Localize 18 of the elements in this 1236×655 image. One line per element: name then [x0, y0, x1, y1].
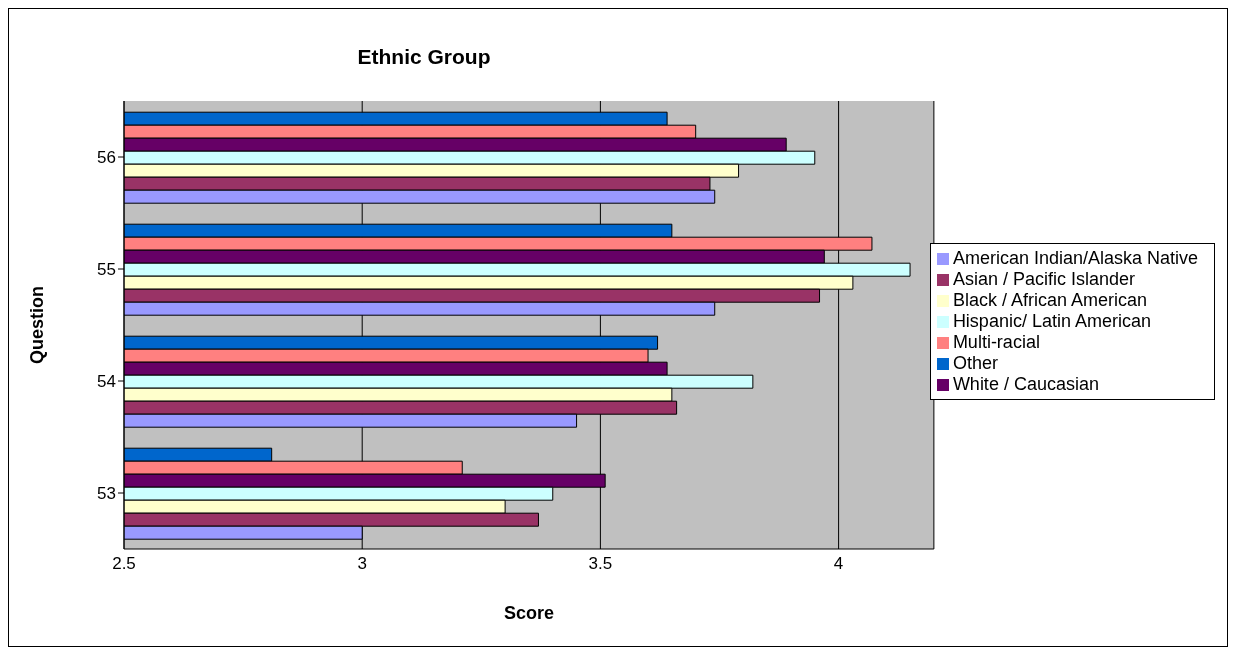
x-tick-label: 2.5: [112, 554, 136, 574]
legend-label: Other: [952, 353, 998, 373]
legend-label: Multi-racial: [952, 332, 1040, 352]
legend-label: American Indian/Alaska Native: [952, 248, 1198, 268]
y-axis-title: Question: [27, 285, 48, 365]
y-tick-label: 55: [97, 260, 116, 280]
y-tick-label: 54: [97, 372, 116, 392]
y-tick-label: 53: [97, 484, 116, 504]
y-tick-label: 56: [97, 148, 116, 168]
x-tick-label: 4: [833, 554, 844, 574]
legend-label: Asian / Pacific Islander: [952, 269, 1135, 289]
legend-label: White / Caucasian: [952, 374, 1099, 394]
x-tick-label: 3: [357, 554, 367, 574]
chart-title: Ethnic Group: [356, 45, 492, 69]
legend-label: Black / African American: [952, 290, 1147, 310]
x-tick-label: 3.5: [588, 554, 613, 574]
legend-label: Hispanic/ Latin American: [952, 311, 1151, 331]
x-axis-title: Score: [503, 603, 554, 623]
